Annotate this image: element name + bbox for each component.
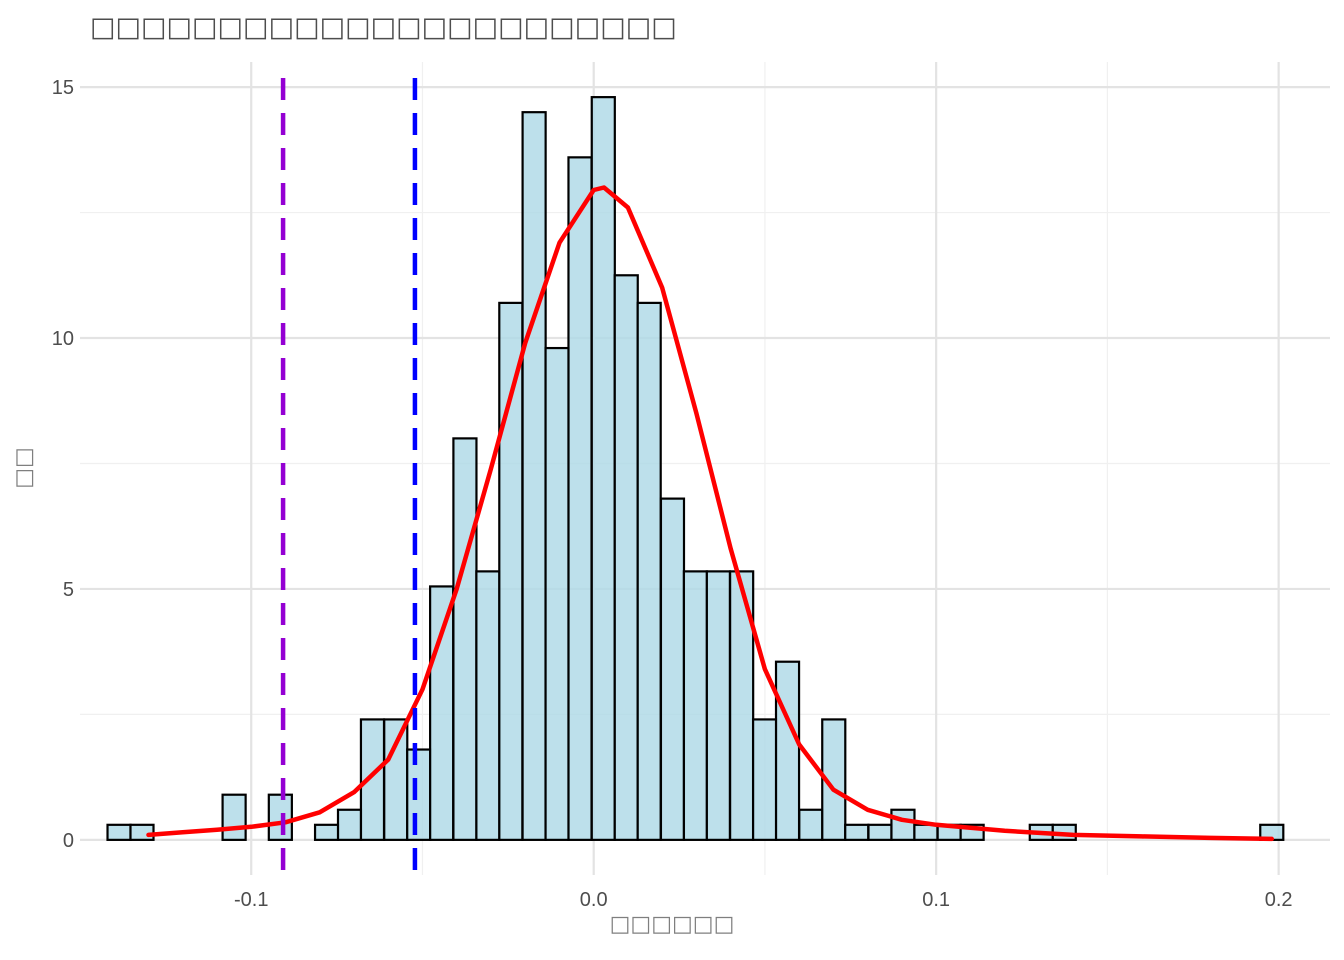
y-tick-label: 15 (52, 77, 74, 99)
histogram-bar (475, 570, 501, 841)
histogram-bar (659, 497, 686, 841)
reference-lines (280, 78, 418, 875)
chart-title: □□□□□□□□□□□□□□□□□□□□□□□ (90, 12, 677, 43)
histogram-bar (567, 156, 593, 841)
x-axis-ticks: -0.1 0.0 0.1 0.2 (234, 889, 1293, 911)
y-tick-label: 5 (63, 579, 74, 601)
histogram-bar (590, 96, 616, 841)
density-curve (146, 185, 1275, 842)
x-tick-label: 0.0 (580, 889, 608, 911)
histogram-bar (729, 570, 755, 841)
histogram-bar (613, 274, 639, 841)
histogram-bar (267, 793, 293, 841)
histogram-bar (129, 823, 155, 841)
histogram-bar (544, 346, 570, 841)
histogram-bar (383, 718, 409, 841)
grid-minor (80, 62, 1330, 875)
histogram-bar (106, 823, 132, 841)
histogram-bar (406, 748, 432, 841)
histogram-bar (682, 570, 709, 841)
y-tick-label: 0 (63, 830, 74, 852)
histogram-bar (313, 823, 340, 841)
histogram-bar (798, 808, 824, 841)
histogram-bar (521, 111, 547, 841)
x-tick-label: 0.2 (1265, 889, 1293, 911)
histogram-bar (336, 808, 363, 841)
histogram-bar (890, 808, 916, 841)
y-axis-ticks: 0 5 10 15 (52, 77, 74, 852)
histogram-bar (429, 585, 455, 841)
histogram-bar (867, 823, 893, 841)
x-tick-label: 0.1 (922, 889, 950, 911)
histogram-bar (498, 301, 524, 841)
histogram-bar (636, 301, 662, 841)
histogram-bar (751, 718, 778, 841)
histogram-bar (821, 718, 847, 841)
x-tick-label: -0.1 (234, 889, 268, 911)
histogram-bar (913, 823, 939, 841)
y-tick-label: 10 (52, 328, 74, 350)
histogram-bar (705, 570, 731, 841)
density-curve-layer (146, 185, 1275, 842)
x-axis-label: □□□□□□ (609, 912, 735, 937)
y-axis-label: □□ (11, 447, 37, 489)
histogram-bar (844, 823, 870, 841)
histogram-bar (774, 660, 801, 841)
histogram-bar (452, 437, 478, 841)
histogram-bar (221, 793, 247, 841)
